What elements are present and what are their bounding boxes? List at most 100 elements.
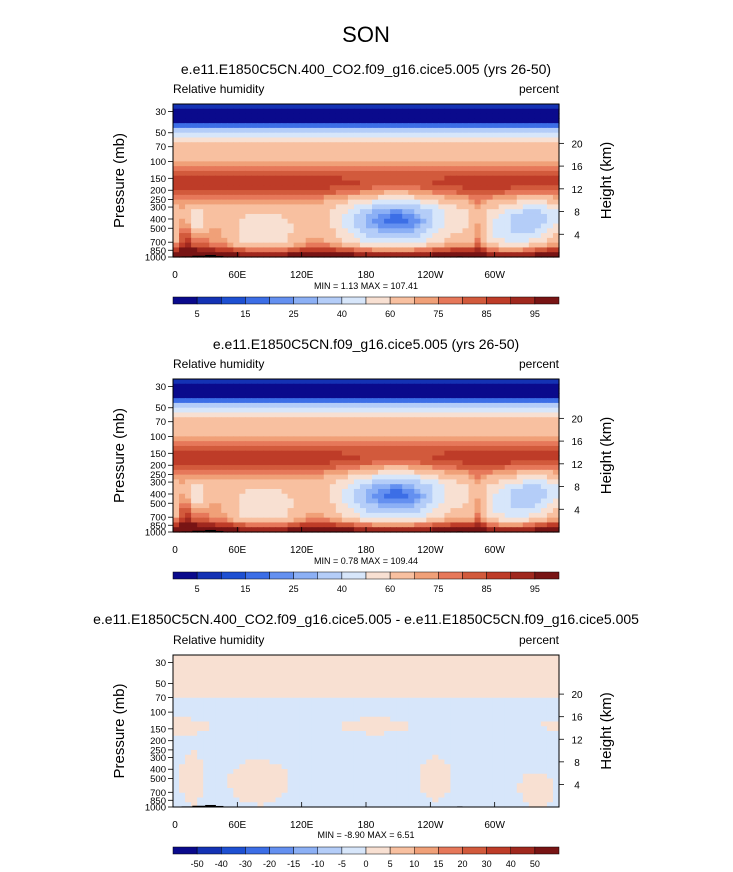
field-cell bbox=[384, 474, 391, 481]
field-cell bbox=[323, 674, 331, 680]
field-cell bbox=[438, 180, 446, 186]
field-cell bbox=[245, 379, 253, 385]
field-cell bbox=[486, 688, 494, 694]
y-tick-label: 250 bbox=[150, 470, 166, 481]
field-cell bbox=[408, 388, 415, 394]
field-cell bbox=[329, 441, 337, 447]
field-cell bbox=[191, 237, 198, 244]
field-cell bbox=[528, 455, 536, 461]
field-cell bbox=[269, 436, 277, 442]
field-cell bbox=[414, 223, 421, 229]
field-cell bbox=[426, 498, 433, 504]
field-cell bbox=[384, 431, 391, 437]
field-cell bbox=[522, 393, 530, 399]
field-cell bbox=[390, 113, 397, 119]
field-cell bbox=[384, 674, 391, 680]
field-cell bbox=[329, 223, 337, 229]
field-cell bbox=[311, 465, 319, 471]
field-cell bbox=[353, 379, 361, 385]
field-cell bbox=[305, 199, 313, 206]
field-cell bbox=[251, 123, 259, 129]
field-cell bbox=[516, 479, 524, 485]
field-cell bbox=[203, 175, 210, 182]
field-cell bbox=[414, 431, 421, 437]
field-cell bbox=[353, 417, 361, 423]
field-cell bbox=[432, 213, 439, 220]
field-cell bbox=[353, 683, 361, 689]
field-cell bbox=[384, 242, 391, 249]
field-cell bbox=[396, 702, 403, 708]
field-cell bbox=[209, 697, 216, 704]
field-cell bbox=[504, 508, 512, 514]
field-cell bbox=[191, 655, 198, 661]
field-cell bbox=[179, 123, 186, 129]
field-cell bbox=[329, 512, 337, 519]
field-cell bbox=[245, 108, 253, 115]
field-cell bbox=[546, 185, 554, 191]
field-cell bbox=[540, 147, 548, 153]
field-cell bbox=[480, 407, 488, 414]
field-cell bbox=[359, 213, 367, 220]
field-cell bbox=[173, 683, 180, 689]
field-cell bbox=[227, 175, 234, 182]
field-cell bbox=[221, 465, 228, 471]
field-cell bbox=[450, 407, 458, 414]
field-cell bbox=[498, 479, 506, 485]
field-cell bbox=[510, 213, 518, 220]
field-cell bbox=[215, 693, 222, 699]
field-cell bbox=[498, 398, 506, 404]
field-cell bbox=[287, 218, 295, 225]
field-cell bbox=[293, 426, 301, 433]
field-cell bbox=[426, 517, 433, 524]
field-cell bbox=[329, 479, 337, 485]
field-cell bbox=[450, 479, 458, 485]
field-cell bbox=[378, 398, 385, 404]
field-cell bbox=[311, 702, 319, 708]
field-cell bbox=[534, 522, 542, 528]
field-cell bbox=[245, 147, 253, 153]
terrain-mask bbox=[205, 529, 216, 532]
field-cell bbox=[317, 123, 325, 129]
field-cell bbox=[516, 512, 524, 519]
field-cell bbox=[263, 247, 271, 253]
field-cell bbox=[384, 185, 391, 191]
field-cell bbox=[257, 161, 265, 167]
field-cell bbox=[540, 170, 548, 177]
field-cell bbox=[480, 104, 488, 110]
field-cell bbox=[408, 185, 415, 191]
field-cell bbox=[396, 170, 403, 177]
field-cell bbox=[347, 393, 355, 399]
field-cell bbox=[233, 113, 240, 119]
field-cell bbox=[245, 517, 253, 524]
field-cell bbox=[450, 393, 458, 399]
field-cell bbox=[438, 398, 446, 404]
field-cell bbox=[239, 147, 246, 153]
field-cell bbox=[504, 412, 512, 418]
field-cell bbox=[287, 450, 295, 457]
field-cell bbox=[257, 469, 265, 476]
field-cell bbox=[287, 674, 295, 680]
field-cell bbox=[408, 702, 415, 708]
field-cell bbox=[299, 209, 307, 215]
field-cell bbox=[239, 697, 246, 704]
field-cell bbox=[480, 422, 488, 428]
field-cell bbox=[317, 659, 325, 666]
field-cell bbox=[516, 522, 524, 528]
field-cell bbox=[432, 185, 439, 191]
field-cell bbox=[528, 417, 536, 423]
colorbar-label: 95 bbox=[530, 309, 540, 319]
field-cell bbox=[540, 417, 548, 423]
colorbar-swatch bbox=[438, 296, 463, 305]
field-cell bbox=[474, 474, 482, 481]
field-cell bbox=[408, 218, 415, 225]
field-cell bbox=[372, 137, 379, 143]
field-cell bbox=[510, 407, 518, 414]
field-cell bbox=[438, 527, 446, 533]
field-cell bbox=[486, 218, 494, 225]
field-cell bbox=[408, 113, 415, 119]
field-cell bbox=[540, 455, 548, 461]
field-cell bbox=[305, 702, 313, 708]
field-cell bbox=[275, 702, 283, 708]
field-cell bbox=[426, 412, 433, 418]
field-cell bbox=[221, 508, 228, 514]
